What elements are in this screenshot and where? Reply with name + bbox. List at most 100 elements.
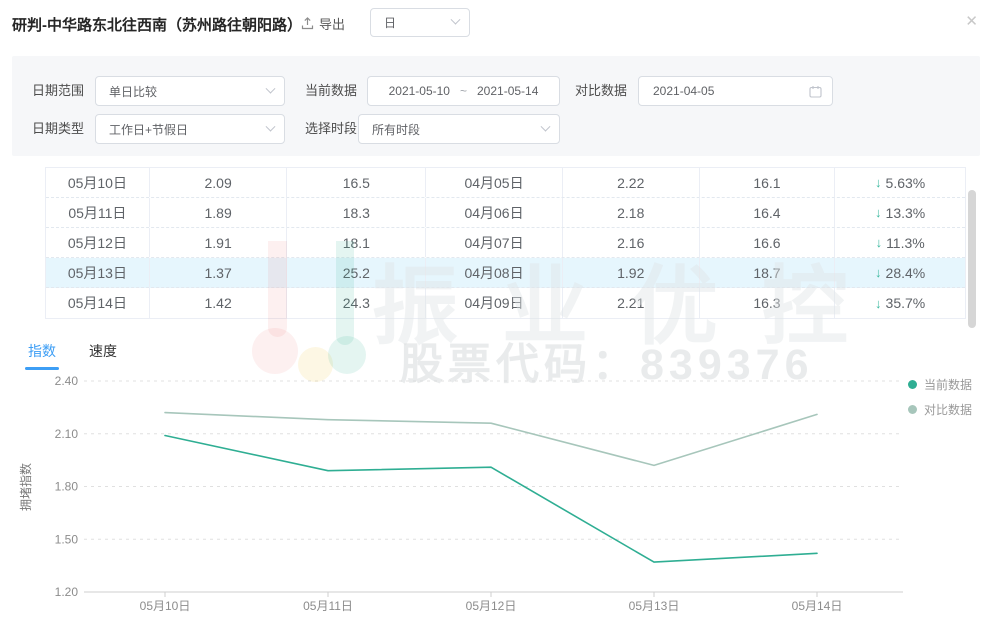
- date-range-value: 单日比较: [109, 83, 157, 100]
- delta-value: 35.7%: [886, 295, 926, 311]
- tab-active[interactable]: 指数: [28, 341, 56, 370]
- header: 研判-中华路东北往西南（苏州路往朝阳路） 导出 日 ✕: [0, 0, 992, 48]
- delta-value: 28.4%: [886, 265, 926, 281]
- legend-label: 对比数据: [924, 401, 972, 418]
- time-period-select[interactable]: 所有时段: [358, 114, 560, 144]
- calendar-icon: [809, 85, 822, 98]
- watermark-logo-green-dot: [328, 336, 366, 374]
- export-button[interactable]: 导出: [301, 14, 345, 33]
- legend-dot-icon: [908, 380, 917, 389]
- arrow-down-icon: ↓: [875, 265, 882, 280]
- current-data-label: 当前数据: [305, 76, 357, 106]
- cell-delta: ↓ 28.4%: [835, 258, 965, 287]
- cell-current-index: 1.42: [150, 288, 288, 318]
- chevron-down-icon: [541, 121, 551, 131]
- table-row[interactable]: 05月12日1.9118.104月07日2.1616.6↓11.3%: [46, 228, 965, 258]
- page-title: 研判-中华路东北往西南（苏州路往朝阳路）: [12, 14, 302, 35]
- table-scrollbar[interactable]: [968, 190, 976, 328]
- congestion-line-chart: 1.20 1.50 1.80 2.10 2.40 05月10日 05月11日 05月12日 05…: [0, 374, 992, 624]
- cell-compare-index: 1.92: [563, 258, 700, 287]
- cell-compare-index: 2.16: [563, 228, 700, 257]
- cell-current-date: 05月10日: [46, 168, 150, 197]
- cell-current-speed: 18.3: [287, 198, 426, 227]
- table-row[interactable]: 05月14日1.4224.304月09日2.2116.3↓35.7%: [46, 288, 965, 318]
- line-chart-svg: 1.20 1.50 1.80 2.10 2.40 05月10日 05月11日 05月12日 05…: [0, 374, 992, 624]
- date-type-label: 日期类型: [32, 114, 84, 144]
- arrow-down-icon: ↓: [876, 235, 883, 250]
- cell-current-date: 05月11日: [46, 198, 150, 227]
- series-line-compare: [165, 413, 817, 466]
- x-tick-label: 05月10日: [140, 599, 191, 613]
- cell-current-speed: 16.5: [287, 168, 426, 197]
- current-start-date: 2021-05-10: [389, 84, 450, 98]
- delta-value: 13.3%: [886, 205, 926, 221]
- chart-legend: 当前数据对比数据: [908, 376, 972, 418]
- arrow-down-icon: ↓: [875, 175, 882, 190]
- cell-current-index: 1.91: [150, 228, 288, 257]
- x-tick-label: 05月13日: [629, 599, 680, 613]
- legend-item[interactable]: 对比数据: [908, 401, 972, 418]
- date-range-select[interactable]: 单日比较: [95, 76, 285, 106]
- cell-current-date: 05月13日: [46, 258, 150, 287]
- y-tick-label: 2.40: [55, 374, 79, 388]
- comparison-table: 05月10日2.0916.504月05日2.2216.1 ↓ 5.63% 05月11日…: [45, 167, 966, 319]
- date-range-label: 日期范围: [32, 76, 84, 106]
- close-icon[interactable]: ✕: [965, 12, 978, 30]
- arrow-down-icon: ↓: [875, 296, 882, 311]
- granularity-select[interactable]: 日: [370, 8, 470, 37]
- time-period-label: 选择时段: [305, 114, 357, 144]
- chart-tabs: 指数 速度: [28, 341, 117, 370]
- range-separator: ~: [460, 84, 467, 98]
- cell-current-speed: 18.1: [287, 228, 426, 257]
- cell-current-speed: 25.2: [287, 258, 426, 287]
- cell-compare-index: 2.18: [563, 198, 700, 227]
- current-date-range-picker[interactable]: 2021-05-10 ~ 2021-05-14: [367, 76, 560, 106]
- cell-delta: ↓ 5.63%: [835, 168, 965, 197]
- export-icon: [301, 17, 314, 30]
- compare-data-label: 对比数据: [575, 76, 627, 106]
- compare-date-picker[interactable]: 2021-04-05: [638, 76, 833, 106]
- delta-value: 11.3%: [886, 235, 925, 251]
- cell-compare-date: 04月09日: [426, 288, 563, 318]
- y-axis-title: 拥堵指数: [18, 463, 33, 511]
- watermark-logo-red-dot: [252, 328, 298, 374]
- traffic-analysis-dialog: 研判-中华路东北往西南（苏州路往朝阳路） 导出 日 ✕ 日期范围 单日比较 当前…: [0, 0, 992, 624]
- x-tick-label: 05月11日: [303, 599, 353, 613]
- cell-delta: ↓11.3%: [835, 228, 965, 257]
- table-row[interactable]: 05月10日2.0916.504月05日2.2216.1 ↓ 5.63%: [46, 168, 965, 198]
- delta-value: 5.63%: [886, 175, 926, 191]
- x-tick-label: 05月14日: [792, 599, 843, 613]
- legend-label: 当前数据: [924, 376, 972, 393]
- export-label: 导出: [319, 14, 345, 33]
- cell-compare-speed: 16.4: [700, 198, 836, 227]
- legend-dot-icon: [908, 405, 917, 414]
- y-tick-label: 2.10: [55, 427, 79, 441]
- x-tick-label: 05月12日: [466, 599, 517, 613]
- time-period-value: 所有时段: [372, 121, 420, 138]
- cell-delta: ↓ 35.7%: [835, 288, 965, 318]
- cell-compare-date: 04月07日: [426, 228, 563, 257]
- y-tick-label: 1.50: [55, 532, 79, 546]
- date-type-select[interactable]: 工作日+节假日: [95, 114, 285, 144]
- table-row[interactable]: 05月13日1.3725.204月08日1.9218.7 ↓ 28.4%: [46, 258, 965, 288]
- y-tick-label: 1.20: [55, 585, 79, 599]
- cell-current-index: 2.09: [150, 168, 288, 197]
- cell-compare-index: 2.22: [563, 168, 700, 197]
- compare-date-value: 2021-04-05: [653, 84, 714, 98]
- chevron-down-icon: [266, 83, 276, 93]
- cell-compare-speed: 18.7: [700, 258, 836, 287]
- current-end-date: 2021-05-14: [477, 84, 538, 98]
- arrow-down-icon: ↓: [875, 205, 882, 220]
- table-row[interactable]: 05月11日1.8918.304月06日2.1816.4↓13.3%: [46, 198, 965, 228]
- cell-current-index: 1.89: [150, 198, 288, 227]
- cell-compare-date: 04月05日: [426, 168, 563, 197]
- cell-compare-speed: 16.1: [700, 168, 836, 197]
- legend-item[interactable]: 当前数据: [908, 376, 972, 393]
- tab-inactive[interactable]: 速度: [89, 341, 117, 370]
- cell-current-index: 1.37: [150, 258, 288, 287]
- cell-current-date: 05月14日: [46, 288, 150, 318]
- y-tick-label: 1.80: [55, 480, 79, 494]
- cell-compare-speed: 16.3: [700, 288, 836, 318]
- cell-compare-date: 04月08日: [426, 258, 563, 287]
- cell-compare-index: 2.21: [563, 288, 700, 318]
